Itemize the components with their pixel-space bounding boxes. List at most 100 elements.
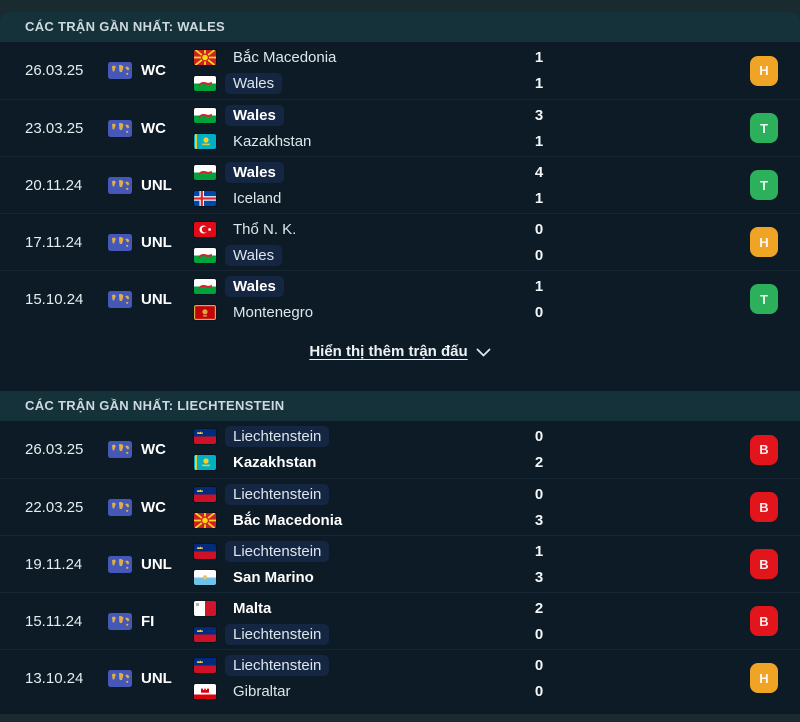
home-score: 1	[534, 49, 544, 66]
flag-wales-icon	[194, 164, 216, 180]
match-row[interactable]: 22.03.25 WC Liechtenstein Bắc Macedonia …	[0, 478, 800, 535]
home-score: 0	[534, 428, 544, 445]
matches-section: CÁC TRẬN GẦN NHẤT: WALES 26.03.25 WC Bắc…	[0, 12, 800, 375]
match-row[interactable]: 26.03.25 WC Bắc Macedonia Wales 1 1 H	[0, 42, 800, 99]
teams: Liechtenstein Kazakhstan	[194, 426, 524, 473]
away-team-name: Kazakhstan	[233, 132, 312, 150]
home-team: Bắc Macedonia	[194, 47, 524, 68]
result-badge: B	[750, 434, 778, 465]
away-score: 3	[534, 511, 544, 529]
competition: UNL	[108, 555, 194, 573]
scores: 0 0	[524, 219, 554, 266]
away-score: 3	[534, 568, 544, 586]
away-team-name: Wales	[225, 244, 283, 266]
home-team-name: Malta	[233, 599, 272, 617]
scores: 4 1	[524, 162, 554, 209]
flag-wales-icon	[194, 76, 216, 91]
home-score: 1	[534, 542, 544, 560]
flag-liechtenstein-icon	[194, 429, 216, 444]
match-row[interactable]: 17.11.24 UNL Thổ N. K. Wales 0 0 H	[0, 213, 800, 270]
away-team-name: Iceland	[233, 189, 282, 207]
recent-matches-widget: CÁC TRẬN GẦN NHẤT: WALES 26.03.25 WC Bắc…	[0, 12, 800, 714]
home-team: Wales	[194, 161, 524, 183]
competition-label: WC	[141, 498, 166, 516]
home-score: 1	[534, 277, 544, 295]
home-team-name: Liechtenstein	[225, 426, 330, 447]
flag-north-macedonia-icon	[194, 50, 216, 65]
result-badge: B	[750, 492, 778, 522]
match-date: 23.03.25	[25, 119, 84, 137]
away-score: 0	[534, 246, 544, 264]
match-row[interactable]: 26.03.25 WC Liechtenstein Kazakhstan 0 2…	[0, 421, 800, 478]
result: B	[750, 492, 800, 522]
teams: Wales Montenegro	[194, 275, 524, 323]
result-badge: H	[750, 227, 778, 257]
competition: UNL	[108, 233, 194, 251]
scores: 0 2	[524, 426, 554, 473]
away-team: Liechtenstein	[194, 623, 524, 645]
home-team: Liechtenstein	[194, 426, 524, 447]
section-title: CÁC TRẬN GẦN NHẤT: WALES	[0, 12, 800, 42]
flag-wales-icon	[194, 278, 216, 294]
scores: 1 0	[524, 276, 554, 323]
competition-label: UNL	[141, 176, 172, 194]
home-team-name: Wales	[225, 275, 284, 297]
teams: Malta Liechtenstein	[194, 598, 524, 645]
home-team-name: Thổ N. K.	[233, 220, 297, 238]
result-badge: H	[750, 663, 778, 693]
match-list: 26.03.25 WC Bắc Macedonia Wales 1 1 H 23…	[0, 42, 800, 327]
world-competition-icon	[108, 62, 132, 79]
flag-north-macedonia-icon	[194, 512, 216, 528]
home-team-name: Liechtenstein	[225, 483, 330, 505]
result: T	[750, 170, 800, 200]
flag-turkey-icon	[194, 221, 216, 237]
flag-liechtenstein-icon	[194, 486, 216, 502]
result: H	[750, 227, 800, 257]
match-row[interactable]: 23.03.25 WC Wales Kazakhstan 3 1 T	[0, 99, 800, 156]
world-competition-icon	[108, 612, 132, 630]
teams: Bắc Macedonia Wales	[194, 47, 524, 94]
teams: Wales Kazakhstan	[194, 104, 524, 152]
world-competition-icon	[108, 176, 132, 194]
flag-malta-icon	[194, 600, 216, 616]
match-date: 13.10.24	[25, 669, 84, 687]
match-row[interactable]: 19.11.24 UNL Liechtenstein San Marino 1 …	[0, 535, 800, 592]
competition: WC	[108, 498, 194, 516]
show-more-label: Hiển thị thêm trận đấu	[309, 342, 468, 360]
home-score: 3	[534, 106, 544, 124]
competition: UNL	[108, 176, 194, 194]
match-date: 15.11.24	[25, 612, 83, 630]
competition: WC	[108, 62, 194, 79]
flag-kazakhstan-icon	[194, 455, 216, 470]
scores: 3 1	[524, 105, 554, 152]
competition: WC	[108, 119, 194, 137]
flag-liechtenstein-icon	[194, 626, 216, 642]
match-row[interactable]: 15.11.24 FI Malta Liechtenstein 2 0 B	[0, 592, 800, 649]
teams: Thổ N. K. Wales	[194, 219, 524, 266]
result-badge: T	[750, 284, 778, 314]
competition-label: WC	[141, 119, 166, 137]
away-team: Wales	[194, 244, 524, 266]
match-row[interactable]: 13.10.24 UNL Liechtenstein Gibraltar 0 0…	[0, 649, 800, 706]
result: B	[750, 434, 800, 465]
result-badge: T	[750, 113, 778, 143]
competition-label: WC	[141, 441, 166, 458]
away-team-name: Montenegro	[233, 303, 314, 321]
flag-wales-icon	[194, 107, 216, 123]
match-date: 17.11.24	[25, 233, 83, 251]
section-title: CÁC TRẬN GẦN NHẤT: LIECHTENSTEIN	[0, 391, 800, 421]
match-list: 26.03.25 WC Liechtenstein Kazakhstan 0 2…	[0, 421, 800, 706]
world-competition-icon	[108, 498, 132, 516]
away-team-name: Wales	[225, 73, 283, 94]
match-row[interactable]: 20.11.24 UNL Wales Iceland 4 1 T	[0, 156, 800, 213]
result: H	[750, 663, 800, 693]
home-score: 0	[534, 485, 544, 503]
show-more-link[interactable]: Hiển thị thêm trận đấu	[0, 327, 800, 375]
match-row[interactable]: 15.10.24 UNL Wales Montenegro 1 0 T	[0, 270, 800, 327]
world-competition-icon	[108, 555, 132, 573]
result-badge: H	[750, 55, 778, 86]
away-team: Iceland	[194, 188, 524, 209]
away-score: 1	[534, 189, 544, 207]
result: H	[750, 55, 800, 86]
world-competition-icon	[108, 441, 132, 458]
